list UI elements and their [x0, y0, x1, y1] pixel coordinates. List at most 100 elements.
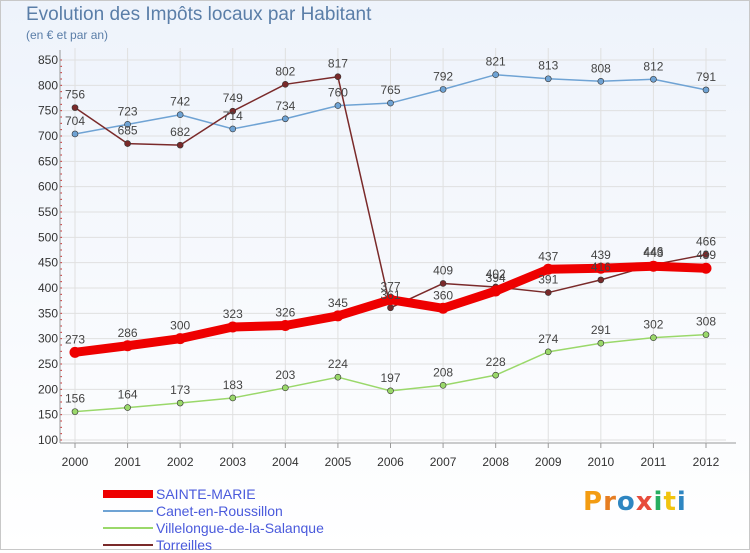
data-label: 173 [170, 383, 190, 397]
data-point [71, 408, 79, 415]
data-point [279, 319, 291, 331]
data-point [439, 86, 447, 93]
data-point [122, 340, 134, 352]
data-label: 756 [65, 88, 85, 102]
data-point [385, 294, 396, 306]
y-tick-label: 200 [38, 382, 58, 396]
data-point [544, 289, 552, 296]
data-label: 208 [433, 365, 453, 379]
data-label: 224 [328, 357, 348, 371]
y-tick-label: 100 [38, 433, 58, 447]
data-point [597, 339, 605, 347]
x-tick-label: 2005 [325, 455, 352, 469]
data-point [227, 321, 239, 333]
data-label: 197 [380, 371, 400, 385]
data-label: 156 [65, 392, 85, 406]
data-point [387, 99, 394, 107]
data-point [229, 394, 237, 402]
y-tick-label: 400 [38, 281, 58, 295]
y-tick-label: 150 [38, 408, 58, 422]
legend-item: Torreilles [103, 537, 212, 553]
data-label: 300 [170, 319, 190, 333]
data-point [702, 331, 710, 338]
data-point [387, 387, 394, 395]
logo-letter: o [616, 487, 636, 517]
y-tick-label: 450 [38, 256, 58, 270]
data-label: 439 [696, 248, 716, 262]
data-label: 183 [223, 378, 243, 392]
data-label: 228 [486, 355, 506, 369]
data-label: 402 [486, 267, 506, 281]
y-tick-label: 800 [38, 78, 58, 92]
data-label: 742 [170, 95, 190, 109]
x-tick-label: 2000 [62, 455, 89, 469]
data-label: 714 [223, 109, 243, 123]
data-label: 302 [643, 318, 663, 332]
data-point [69, 346, 81, 358]
y-tick-label: 850 [38, 53, 58, 67]
data-point [544, 348, 552, 356]
data-label: 704 [65, 114, 85, 128]
data-label: 821 [486, 55, 506, 69]
data-point [282, 384, 289, 392]
data-label: 308 [696, 315, 716, 329]
data-label: 808 [591, 61, 611, 75]
data-point [544, 75, 552, 83]
data-label: 723 [118, 104, 138, 118]
data-label: 812 [643, 59, 663, 73]
y-tick-label: 600 [38, 180, 58, 194]
data-point [647, 260, 659, 272]
y-tick-label: 750 [38, 104, 58, 118]
data-label: 286 [118, 326, 138, 340]
data-point [387, 304, 394, 312]
data-label: 792 [433, 69, 453, 83]
data-point [176, 399, 184, 407]
data-point [492, 371, 499, 379]
data-label: 446 [643, 245, 663, 259]
data-point [176, 111, 184, 119]
data-point [282, 115, 289, 123]
x-tick-label: 2006 [377, 455, 404, 469]
data-label: 164 [118, 388, 138, 402]
logo-letter: i [653, 487, 664, 517]
data-point [702, 86, 710, 94]
data-label: 377 [380, 280, 400, 294]
legend-label: Torreilles [156, 537, 213, 553]
data-label: 734 [275, 99, 295, 113]
chart-subtitle: (en € et par an) [26, 28, 109, 42]
data-point [71, 104, 79, 111]
legend-label: Villelongue-de-la-Salanque [156, 520, 324, 536]
data-point [439, 381, 447, 389]
legend-item: Canet-en-Roussillon [103, 503, 283, 519]
y-tick-label: 250 [38, 357, 58, 371]
data-label: 391 [538, 273, 558, 287]
x-tick-label: 2012 [693, 455, 720, 469]
y-tick-label: 700 [38, 129, 58, 143]
legend-label: Canet-en-Roussillon [156, 503, 283, 519]
y-tick-label: 350 [38, 306, 58, 320]
data-label: 409 [433, 263, 453, 277]
logo-letter: x [635, 487, 654, 517]
data-label: 760 [328, 86, 348, 100]
data-point [332, 310, 344, 322]
x-tick-label: 2003 [219, 455, 246, 469]
data-point [492, 71, 499, 78]
data-point [124, 404, 131, 411]
x-tick-label: 2008 [482, 455, 509, 469]
data-label: 416 [591, 260, 611, 274]
data-point [702, 251, 710, 258]
legend-label: SAINTE-MARIE [156, 486, 256, 502]
legend-item: SAINTE-MARIE [103, 486, 256, 502]
data-label: 361 [380, 288, 400, 302]
x-tick-label: 2011 [641, 455, 667, 469]
x-tick-label: 2010 [587, 455, 614, 469]
proxiti-logo: Proxiti [583, 487, 687, 517]
data-label: 345 [328, 296, 348, 310]
legend-swatch [103, 527, 153, 529]
data-point [597, 77, 605, 85]
data-label: 685 [118, 124, 138, 138]
data-label: 274 [538, 332, 558, 346]
data-label: 791 [696, 70, 716, 84]
data-point [439, 280, 447, 287]
